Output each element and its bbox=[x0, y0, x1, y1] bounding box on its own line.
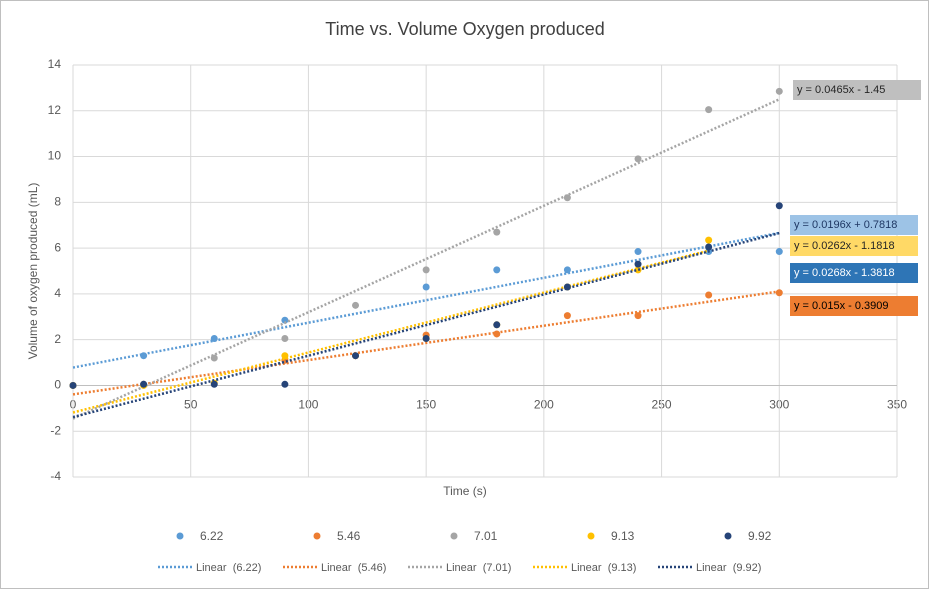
trendline-label: y = 0.0196x + 0.7818 bbox=[794, 219, 897, 231]
data-point bbox=[493, 228, 501, 236]
legend-trendline-label: Linear (5.46) bbox=[321, 562, 386, 574]
data-point bbox=[352, 301, 360, 309]
data-point bbox=[634, 266, 642, 274]
data-point bbox=[705, 243, 713, 251]
data-point bbox=[563, 266, 571, 274]
data-point bbox=[775, 289, 783, 297]
data-point bbox=[563, 312, 571, 320]
data-point bbox=[352, 352, 360, 360]
y-tick-label: 0 bbox=[54, 378, 61, 392]
data-point bbox=[634, 312, 642, 320]
data-point bbox=[281, 316, 289, 324]
trendline bbox=[72, 231, 780, 419]
trendline-label: y = 0.015x - 0.3909 bbox=[794, 300, 888, 312]
y-tick-label: 6 bbox=[54, 240, 61, 254]
trendline-label-box bbox=[790, 215, 918, 235]
y-tick-label: 12 bbox=[48, 103, 62, 117]
trendline-label: y = 0.0262x - 1.1818 bbox=[794, 240, 895, 252]
data-point bbox=[775, 248, 783, 256]
data-point bbox=[634, 248, 642, 256]
trendline-label: y = 0.0268x - 1.3818 bbox=[794, 267, 895, 279]
data-point bbox=[705, 106, 713, 114]
legend-trendline-label: Linear (6.22) bbox=[196, 562, 261, 574]
legend-marker bbox=[313, 532, 321, 540]
data-point bbox=[563, 283, 571, 291]
legend-marker bbox=[450, 532, 458, 540]
legend-label: 9.92 bbox=[748, 529, 772, 543]
trendline-label-box bbox=[790, 296, 918, 316]
data-point bbox=[281, 380, 289, 388]
data-point bbox=[422, 335, 430, 343]
trendline bbox=[72, 98, 780, 420]
data-point bbox=[493, 330, 501, 338]
data-point bbox=[210, 335, 218, 343]
legend-label: 9.13 bbox=[611, 529, 635, 543]
y-tick-label: -4 bbox=[50, 469, 61, 483]
data-point bbox=[634, 155, 642, 163]
data-point bbox=[493, 321, 501, 329]
legend-trendline-label: Linear (7.01) bbox=[446, 562, 511, 574]
data-point bbox=[775, 87, 783, 95]
legend-marker bbox=[724, 532, 732, 540]
y-tick-label: 10 bbox=[48, 149, 62, 163]
data-point bbox=[705, 291, 713, 299]
trendline-label: y = 0.0465x - 1.45 bbox=[797, 84, 885, 96]
trendline bbox=[72, 290, 780, 396]
y-tick-label: 4 bbox=[54, 286, 61, 300]
data-point bbox=[281, 335, 289, 343]
data-point bbox=[281, 352, 289, 360]
trendline-label-box bbox=[790, 263, 918, 283]
data-point bbox=[140, 352, 148, 360]
data-point bbox=[210, 380, 218, 388]
legend-trendline-label: Linear (9.92) bbox=[696, 562, 761, 574]
y-tick-label: 14 bbox=[48, 57, 62, 71]
legend-trendline-label: Linear (9.13) bbox=[571, 562, 636, 574]
trendline-label-box bbox=[793, 80, 921, 100]
y-tick-label: 2 bbox=[54, 332, 61, 346]
x-axis-title: Time (s) bbox=[443, 484, 487, 498]
legend-marker bbox=[176, 532, 184, 540]
trendline bbox=[72, 249, 709, 414]
data-point bbox=[69, 381, 77, 389]
y-tick-label: -2 bbox=[50, 423, 61, 437]
trendline-label-box bbox=[790, 236, 918, 256]
data-point bbox=[140, 380, 148, 388]
data-point bbox=[493, 266, 501, 274]
data-point bbox=[422, 283, 430, 291]
data-point bbox=[210, 354, 218, 362]
data-point bbox=[563, 194, 571, 202]
legend-label: 6.22 bbox=[200, 529, 224, 543]
y-axis-title: Volume of oxygen produced (mL) bbox=[26, 183, 40, 360]
legend-label: 7.01 bbox=[474, 529, 498, 543]
y-tick-label: 8 bbox=[54, 195, 61, 209]
data-point bbox=[422, 266, 430, 274]
data-point bbox=[634, 260, 642, 268]
legend-label: 5.46 bbox=[337, 529, 361, 543]
chart-title: Time vs. Volume Oxygen produced bbox=[325, 19, 604, 39]
data-point bbox=[775, 202, 783, 210]
data-point bbox=[705, 236, 713, 244]
legend-marker bbox=[587, 532, 595, 540]
